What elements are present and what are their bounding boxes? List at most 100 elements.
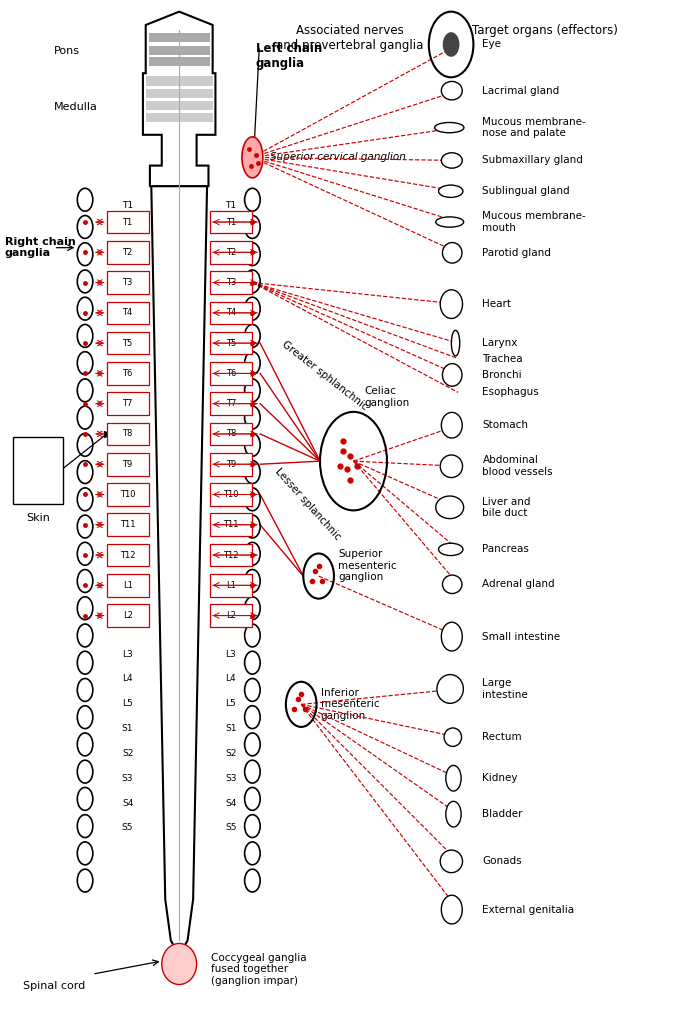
- Text: T1: T1: [225, 201, 237, 210]
- Ellipse shape: [438, 543, 463, 556]
- Text: Rectum: Rectum: [482, 733, 522, 742]
- Text: T6: T6: [122, 368, 133, 378]
- Text: Pancreas: Pancreas: [482, 544, 529, 555]
- FancyBboxPatch shape: [106, 574, 148, 597]
- FancyBboxPatch shape: [106, 211, 148, 234]
- Text: T1: T1: [225, 217, 236, 226]
- Text: Inferior
mesenteric
ganglion: Inferior mesenteric ganglion: [321, 687, 379, 721]
- Text: Parotid gland: Parotid gland: [482, 248, 552, 258]
- Ellipse shape: [436, 496, 463, 519]
- Text: L3: L3: [122, 649, 133, 659]
- Text: S2: S2: [225, 749, 237, 758]
- Text: L2: L2: [226, 611, 236, 620]
- Text: Submaxillary gland: Submaxillary gland: [482, 155, 583, 166]
- Text: T1: T1: [122, 201, 133, 210]
- Text: T2: T2: [122, 248, 133, 257]
- FancyBboxPatch shape: [210, 423, 252, 446]
- Ellipse shape: [440, 455, 463, 477]
- FancyBboxPatch shape: [210, 543, 252, 566]
- Text: T12: T12: [120, 551, 135, 560]
- Text: T8: T8: [122, 429, 133, 438]
- Text: External genitalia: External genitalia: [482, 904, 575, 915]
- Text: Abdominal
blood vessels: Abdominal blood vessels: [482, 456, 553, 477]
- Text: Kidney: Kidney: [482, 773, 518, 783]
- Ellipse shape: [441, 413, 462, 438]
- FancyBboxPatch shape: [106, 301, 148, 324]
- FancyBboxPatch shape: [106, 423, 148, 446]
- Text: Large
intestine: Large intestine: [482, 678, 528, 700]
- Circle shape: [442, 32, 459, 57]
- Ellipse shape: [435, 122, 464, 133]
- Text: L5: L5: [225, 700, 236, 708]
- Text: Associated nerves
and prevertebral ganglia: Associated nerves and prevertebral gangl…: [276, 24, 424, 52]
- Text: Small intestine: Small intestine: [482, 632, 561, 642]
- Text: Mucous membrane-
nose and palate: Mucous membrane- nose and palate: [482, 117, 586, 139]
- Text: Adrenal gland: Adrenal gland: [482, 579, 555, 590]
- Text: Right chain
ganglia: Right chain ganglia: [5, 237, 76, 258]
- FancyBboxPatch shape: [210, 392, 252, 415]
- FancyBboxPatch shape: [210, 574, 252, 597]
- Ellipse shape: [436, 217, 463, 227]
- Text: T10: T10: [223, 490, 239, 499]
- Ellipse shape: [441, 152, 462, 168]
- FancyBboxPatch shape: [106, 484, 148, 506]
- FancyBboxPatch shape: [210, 453, 252, 475]
- FancyBboxPatch shape: [13, 436, 63, 504]
- Text: T5: T5: [122, 339, 133, 348]
- Ellipse shape: [442, 575, 462, 594]
- Text: S4: S4: [225, 799, 237, 808]
- FancyBboxPatch shape: [210, 272, 252, 294]
- Text: Bronchi: Bronchi: [482, 370, 522, 380]
- Bar: [146, 113, 213, 122]
- Text: L1: L1: [122, 580, 132, 590]
- Ellipse shape: [440, 290, 463, 319]
- Text: L4: L4: [225, 674, 236, 683]
- Ellipse shape: [441, 895, 462, 924]
- Text: Skin: Skin: [26, 513, 50, 524]
- Text: Superior cervical ganglion: Superior cervical ganglion: [270, 152, 406, 163]
- Text: T7: T7: [225, 399, 236, 409]
- Text: T4: T4: [122, 309, 133, 317]
- Text: T12: T12: [223, 551, 239, 560]
- Text: L3: L3: [225, 649, 236, 659]
- Text: S4: S4: [122, 799, 133, 808]
- Text: S3: S3: [225, 774, 237, 783]
- FancyBboxPatch shape: [210, 513, 252, 536]
- Text: Region of
spinal cord: Region of spinal cord: [147, 24, 211, 52]
- FancyBboxPatch shape: [106, 241, 148, 263]
- FancyBboxPatch shape: [210, 301, 252, 324]
- Text: L1: L1: [226, 580, 236, 590]
- Text: T3: T3: [225, 278, 236, 287]
- Ellipse shape: [437, 675, 463, 704]
- Text: T9: T9: [122, 460, 133, 469]
- Text: Liver and
bile duct: Liver and bile duct: [482, 497, 531, 519]
- FancyBboxPatch shape: [106, 604, 148, 627]
- Text: Esophagus: Esophagus: [482, 387, 539, 397]
- FancyBboxPatch shape: [106, 453, 148, 475]
- FancyBboxPatch shape: [210, 604, 252, 627]
- Text: S1: S1: [225, 724, 237, 733]
- Bar: [146, 76, 213, 85]
- Text: Sublingual gland: Sublingual gland: [482, 186, 570, 197]
- Text: Eye: Eye: [482, 39, 501, 49]
- Text: T2: T2: [225, 248, 236, 257]
- Text: S1: S1: [122, 724, 133, 733]
- Text: Greater sphlanchnic: Greater sphlanchnic: [280, 340, 370, 413]
- Text: L5: L5: [122, 700, 133, 708]
- Text: T5: T5: [225, 339, 236, 348]
- Ellipse shape: [446, 802, 461, 827]
- Ellipse shape: [441, 81, 462, 100]
- FancyBboxPatch shape: [106, 392, 148, 415]
- Text: L4: L4: [122, 674, 133, 683]
- Text: Trachea: Trachea: [482, 354, 523, 363]
- Text: S5: S5: [122, 823, 133, 832]
- Ellipse shape: [440, 850, 463, 873]
- Ellipse shape: [442, 243, 462, 263]
- Text: Superior
mesenteric
ganglion: Superior mesenteric ganglion: [338, 549, 397, 582]
- FancyBboxPatch shape: [106, 272, 148, 294]
- Text: Coccygeal ganglia
fused together
(ganglion impar): Coccygeal ganglia fused together (gangli…: [211, 953, 306, 986]
- Text: Heart: Heart: [482, 299, 512, 309]
- FancyBboxPatch shape: [210, 211, 252, 234]
- Text: Stomach: Stomach: [482, 420, 528, 430]
- FancyBboxPatch shape: [210, 362, 252, 385]
